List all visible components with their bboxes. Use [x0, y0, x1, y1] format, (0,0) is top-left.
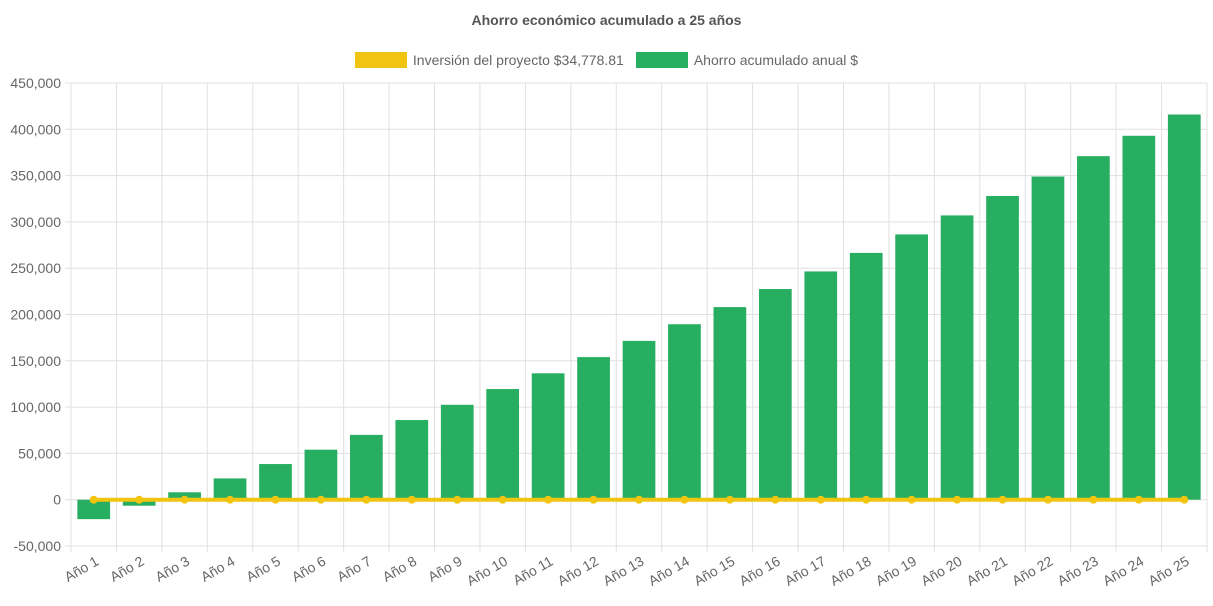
point-inversion — [316, 495, 325, 504]
bar-ahorro — [395, 420, 429, 500]
x-tick-label: Año 10 — [464, 553, 511, 589]
x-tick-label: Año 11 — [510, 553, 556, 589]
point-inversion — [135, 495, 144, 504]
y-tick-label: 150,000 — [10, 353, 61, 369]
point-inversion — [680, 495, 689, 504]
bar-ahorro — [804, 271, 838, 500]
x-tick-label: Año 23 — [1054, 553, 1101, 589]
bar-ahorro — [713, 307, 747, 500]
x-tick-label: Año 14 — [646, 553, 693, 589]
point-inversion — [725, 495, 734, 504]
x-tick-label: Año 21 — [964, 553, 1011, 589]
point-inversion — [226, 495, 235, 504]
y-tick-label: 200,000 — [10, 307, 61, 323]
y-tick-label: 450,000 — [10, 75, 61, 91]
bar-ahorro — [531, 373, 565, 500]
bar-ahorro — [668, 324, 701, 500]
point-inversion — [544, 495, 553, 504]
y-tick-label: 300,000 — [10, 214, 61, 230]
bar-ahorro — [213, 478, 247, 500]
y-tick-label: 400,000 — [10, 121, 61, 137]
legend-label-inversion: Inversión del proyecto $34,778.81 — [412, 52, 624, 68]
x-tick-label: Año 22 — [1009, 553, 1056, 589]
x-tick-label: Año 2 — [107, 553, 147, 585]
bar-ahorro — [1031, 176, 1065, 500]
bar-ahorro — [849, 252, 883, 500]
bar-ahorro — [259, 464, 292, 500]
bar-ahorro — [986, 195, 1019, 500]
point-inversion — [953, 495, 962, 504]
x-tick-label: Año 20 — [918, 553, 965, 589]
bar-ahorro — [577, 357, 610, 500]
legend-item-inversion[interactable]: Inversión del proyecto $34,778.81 — [354, 52, 624, 68]
bar-ahorro — [1167, 114, 1201, 500]
bar-ahorro — [486, 389, 520, 500]
bar-ahorro — [77, 499, 111, 520]
y-tick-label: 0 — [53, 492, 61, 508]
point-inversion — [89, 495, 98, 504]
x-tick-label: Año 7 — [334, 553, 374, 585]
bar-ahorro — [758, 289, 792, 500]
bar-ahorro — [304, 449, 338, 500]
point-inversion — [1043, 495, 1052, 504]
x-tick-label: Año 9 — [425, 553, 465, 585]
x-tick-label: Año 18 — [827, 553, 874, 589]
x-tick-label: Año 8 — [380, 553, 420, 585]
bar-ahorro — [940, 215, 974, 500]
y-tick-label: 250,000 — [10, 260, 61, 276]
x-tick-label: Año 25 — [1145, 553, 1192, 589]
point-inversion — [907, 495, 916, 504]
point-inversion — [180, 495, 189, 504]
legend-label-ahorro: Ahorro acumulado anual $ — [693, 52, 859, 68]
point-inversion — [771, 495, 780, 504]
point-inversion — [998, 495, 1007, 504]
point-inversion — [589, 495, 598, 504]
x-tick-label: Año 12 — [555, 553, 602, 589]
point-inversion — [453, 495, 462, 504]
x-tick-label: Año 24 — [1100, 553, 1147, 589]
x-tick-label: Año 4 — [198, 553, 238, 585]
legend-swatch-ahorro — [635, 52, 688, 68]
y-tick-label: 50,000 — [18, 445, 61, 461]
point-inversion — [635, 495, 643, 504]
x-tick-label: Año 17 — [782, 553, 829, 589]
y-tick-label: -50,000 — [14, 538, 62, 554]
y-tick-label: 350,000 — [10, 168, 61, 184]
x-tick-label: Año 13 — [600, 553, 647, 589]
chart-legend: Inversión del proyecto $34,778.81 Ahorro… — [0, 52, 1213, 68]
y-tick-label: 100,000 — [10, 399, 61, 415]
point-inversion — [862, 495, 871, 504]
point-inversion — [1180, 495, 1189, 504]
x-tick-label: Año 15 — [691, 553, 738, 589]
x-tick-label: Año 16 — [736, 553, 783, 589]
point-inversion — [362, 495, 371, 504]
point-inversion — [1134, 495, 1143, 504]
point-inversion — [407, 495, 416, 504]
legend-swatch-inversion — [354, 52, 407, 68]
bar-ahorro — [1077, 156, 1110, 500]
x-tick-label: Año 5 — [243, 553, 283, 585]
x-tick-label: Año 3 — [152, 553, 192, 585]
legend-item-ahorro[interactable]: Ahorro acumulado anual $ — [635, 52, 859, 68]
x-tick-label: Año 19 — [873, 553, 920, 589]
bar-ahorro — [895, 234, 928, 500]
point-inversion — [1089, 495, 1098, 504]
bar-ahorro — [622, 340, 656, 500]
x-tick-label: Año 1 — [62, 553, 102, 585]
x-tick-label: Año 6 — [289, 553, 329, 585]
chart-title: Ahorro económico acumulado a 25 años — [471, 12, 742, 28]
bar-ahorro — [350, 434, 383, 500]
point-inversion — [498, 495, 507, 504]
point-inversion — [816, 495, 825, 504]
point-inversion — [271, 495, 280, 504]
bar-ahorro — [1122, 135, 1156, 500]
bar-ahorro — [440, 404, 474, 500]
